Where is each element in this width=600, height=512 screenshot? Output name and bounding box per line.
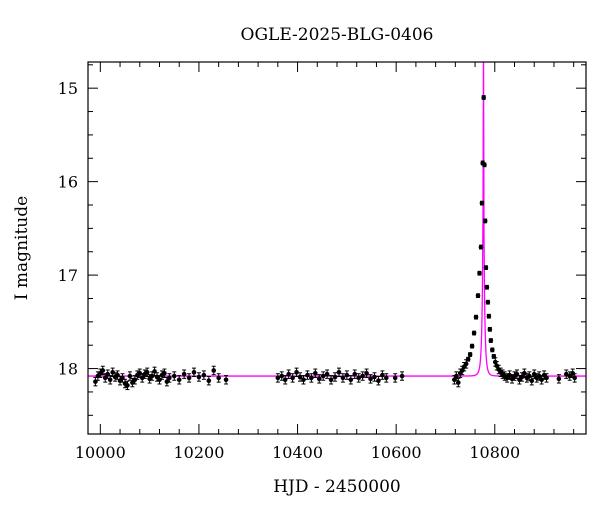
data-point bbox=[132, 375, 138, 385]
data-point bbox=[313, 368, 318, 378]
data-point bbox=[328, 375, 334, 385]
data-point bbox=[275, 373, 281, 383]
data-point bbox=[484, 284, 490, 290]
data-point bbox=[216, 373, 221, 383]
data-point bbox=[454, 371, 459, 381]
data-point bbox=[486, 313, 492, 319]
data-point bbox=[384, 373, 389, 383]
data-point bbox=[167, 373, 172, 383]
data-point bbox=[297, 372, 303, 382]
data-point bbox=[360, 371, 365, 381]
data-point bbox=[482, 162, 487, 168]
data-point bbox=[473, 314, 479, 320]
data-point bbox=[223, 375, 229, 385]
data-point bbox=[127, 371, 133, 381]
data-point bbox=[364, 368, 369, 378]
data-point bbox=[487, 326, 493, 332]
data-point bbox=[100, 365, 106, 376]
model-curve bbox=[88, 62, 586, 377]
data-point bbox=[399, 371, 405, 381]
data-point bbox=[490, 347, 495, 353]
data-point bbox=[164, 376, 170, 387]
data-point bbox=[348, 375, 354, 385]
y-tick-label: 18 bbox=[58, 360, 78, 379]
data-point bbox=[531, 369, 537, 379]
data-point bbox=[125, 380, 130, 391]
data-point bbox=[485, 299, 491, 305]
data-point bbox=[344, 370, 350, 380]
x-tick-label: 10600 bbox=[371, 443, 422, 462]
data-point bbox=[282, 375, 288, 385]
data-point bbox=[157, 375, 162, 385]
x-tick-label: 10400 bbox=[272, 443, 323, 462]
data-point bbox=[305, 370, 310, 380]
x-axis-label: HJD - 2450000 bbox=[273, 477, 401, 497]
data-point bbox=[211, 365, 217, 376]
data-point bbox=[320, 371, 326, 381]
data-point bbox=[286, 369, 291, 379]
data-point bbox=[181, 369, 187, 379]
data-point bbox=[93, 376, 98, 387]
y-tick-label: 15 bbox=[58, 79, 78, 98]
model-curve-layer bbox=[88, 62, 586, 377]
data-point bbox=[110, 367, 115, 378]
data-point bbox=[372, 372, 377, 382]
x-tick-label: 10000 bbox=[75, 443, 126, 462]
data-point bbox=[544, 373, 549, 383]
data-point bbox=[176, 375, 182, 385]
data-point bbox=[340, 373, 346, 383]
data-point bbox=[352, 369, 358, 379]
data-point bbox=[376, 376, 381, 386]
data-point bbox=[206, 376, 212, 386]
data-point bbox=[467, 352, 473, 357]
axis-ticks: 10000 10200 10400 10600 10800 15 16 17 18 bbox=[58, 62, 586, 462]
data-point bbox=[368, 374, 373, 384]
data-point bbox=[316, 374, 322, 384]
data-point bbox=[191, 367, 197, 378]
data-point bbox=[471, 330, 477, 336]
data-point bbox=[488, 338, 494, 343]
data-point bbox=[392, 373, 398, 383]
data-point bbox=[483, 265, 489, 270]
y-tick-label: 17 bbox=[58, 266, 78, 285]
data-point bbox=[469, 343, 475, 349]
data-point bbox=[309, 373, 314, 383]
data-point bbox=[481, 95, 486, 100]
data-point bbox=[107, 375, 113, 385]
data-point bbox=[290, 373, 295, 383]
data-point bbox=[324, 369, 330, 379]
data-point bbox=[556, 374, 562, 384]
data-point bbox=[196, 372, 202, 382]
data-point bbox=[455, 377, 461, 388]
data-point bbox=[477, 270, 482, 276]
data-point bbox=[563, 369, 569, 379]
data-point bbox=[332, 372, 338, 382]
data-point bbox=[572, 373, 577, 383]
data-point bbox=[301, 375, 306, 385]
data-point bbox=[482, 218, 488, 224]
y-axis-label: I magnitude bbox=[12, 196, 32, 300]
data-point bbox=[539, 375, 544, 385]
data-point bbox=[465, 356, 471, 362]
data-point bbox=[475, 293, 481, 299]
chart-title: OGLE-2025-BLG-0406 bbox=[241, 25, 434, 45]
data-point bbox=[137, 368, 143, 378]
data-point bbox=[336, 367, 342, 378]
x-tick-label: 10800 bbox=[469, 443, 520, 462]
data-point bbox=[479, 200, 485, 206]
data-points-layer bbox=[93, 95, 577, 391]
data-point bbox=[529, 376, 535, 386]
data-point bbox=[171, 371, 177, 381]
data-point bbox=[380, 370, 385, 380]
y-tick-label: 16 bbox=[58, 173, 78, 192]
data-point bbox=[519, 372, 525, 382]
data-point bbox=[201, 370, 207, 380]
x-tick-label: 10200 bbox=[173, 443, 224, 462]
data-point bbox=[186, 373, 192, 383]
data-point bbox=[356, 373, 361, 383]
data-point bbox=[144, 367, 150, 378]
data-point bbox=[478, 244, 484, 250]
